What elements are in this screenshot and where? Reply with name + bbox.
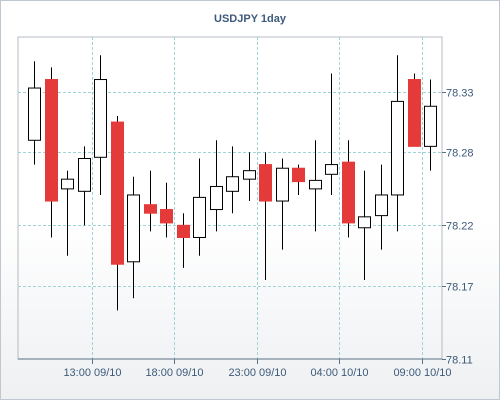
- candle: [424, 79, 437, 171]
- candle: [292, 164, 305, 195]
- candle-body-up: [391, 100, 404, 196]
- candle: [127, 176, 140, 299]
- candle-body-up: [325, 164, 338, 175]
- candle: [325, 73, 338, 195]
- x-tick-label: 23:00 09/10: [228, 367, 286, 379]
- candle-body-down: [259, 164, 272, 202]
- candle: [391, 55, 404, 232]
- candle: [259, 152, 272, 281]
- candle-body-up: [193, 196, 206, 238]
- candle-body-down: [408, 79, 421, 147]
- candle: [342, 140, 355, 238]
- candle: [28, 61, 41, 165]
- candle-body-down: [160, 209, 173, 224]
- candle-body-up: [94, 79, 107, 158]
- candle: [45, 67, 58, 238]
- candle: [226, 146, 239, 214]
- candle-body-up: [226, 176, 239, 192]
- y-tick-label: 78.22: [446, 221, 474, 233]
- candle: [111, 115, 124, 311]
- candle: [276, 158, 289, 250]
- candle-body-up: [243, 170, 256, 180]
- x-tick-label: 13:00 09/10: [63, 367, 121, 379]
- candle-body-up: [309, 179, 322, 190]
- candle: [210, 140, 223, 232]
- candle-body-up: [127, 194, 140, 263]
- candle: [243, 152, 256, 202]
- candle-body-up: [78, 158, 91, 192]
- candle-body-down: [144, 204, 157, 214]
- grid-lines: [18, 37, 442, 359]
- candle-body-up: [358, 216, 371, 229]
- candle-body-up: [276, 167, 289, 202]
- candle-body-down: [177, 224, 190, 238]
- candle-body-up: [424, 105, 437, 147]
- candle: [160, 182, 173, 238]
- candle: [177, 213, 190, 268]
- x-axis-ticks: 13:00 09/10 18:00 09/10 23:00 09/10 04:00 1…: [63, 359, 452, 379]
- candle: [408, 73, 421, 147]
- x-tick-label: 09:00 10/10: [393, 367, 451, 379]
- candle: [144, 170, 157, 232]
- candle-body-down: [342, 161, 355, 224]
- y-axis-ticks: 78.11 78.17 78.22 78.28 78.33: [442, 88, 474, 367]
- candle: [309, 140, 322, 232]
- chart-title: USDJPY 1day: [214, 13, 287, 25]
- x-tick-label: 18:00 09/10: [145, 367, 203, 379]
- candle: [193, 158, 206, 256]
- candle: [375, 164, 388, 250]
- candle-body-up: [28, 87, 41, 141]
- candle-body-up: [375, 194, 388, 217]
- y-tick-label: 78.28: [446, 148, 474, 160]
- candle: [61, 170, 74, 256]
- candle-body-down: [111, 121, 124, 265]
- candle: [78, 146, 91, 226]
- candles: [28, 55, 437, 311]
- candle-body-down: [45, 79, 58, 202]
- y-tick-label: 78.33: [446, 88, 474, 100]
- candle-body-up: [61, 178, 74, 190]
- y-tick-label: 78.17: [446, 282, 474, 294]
- y-tick-label: 78.11: [446, 355, 473, 367]
- candle-body-up: [210, 185, 223, 211]
- candle: [358, 170, 371, 281]
- x-tick-label: 04:00 10/10: [310, 367, 368, 379]
- candle-body-down: [292, 167, 305, 183]
- candle: [94, 55, 107, 195]
